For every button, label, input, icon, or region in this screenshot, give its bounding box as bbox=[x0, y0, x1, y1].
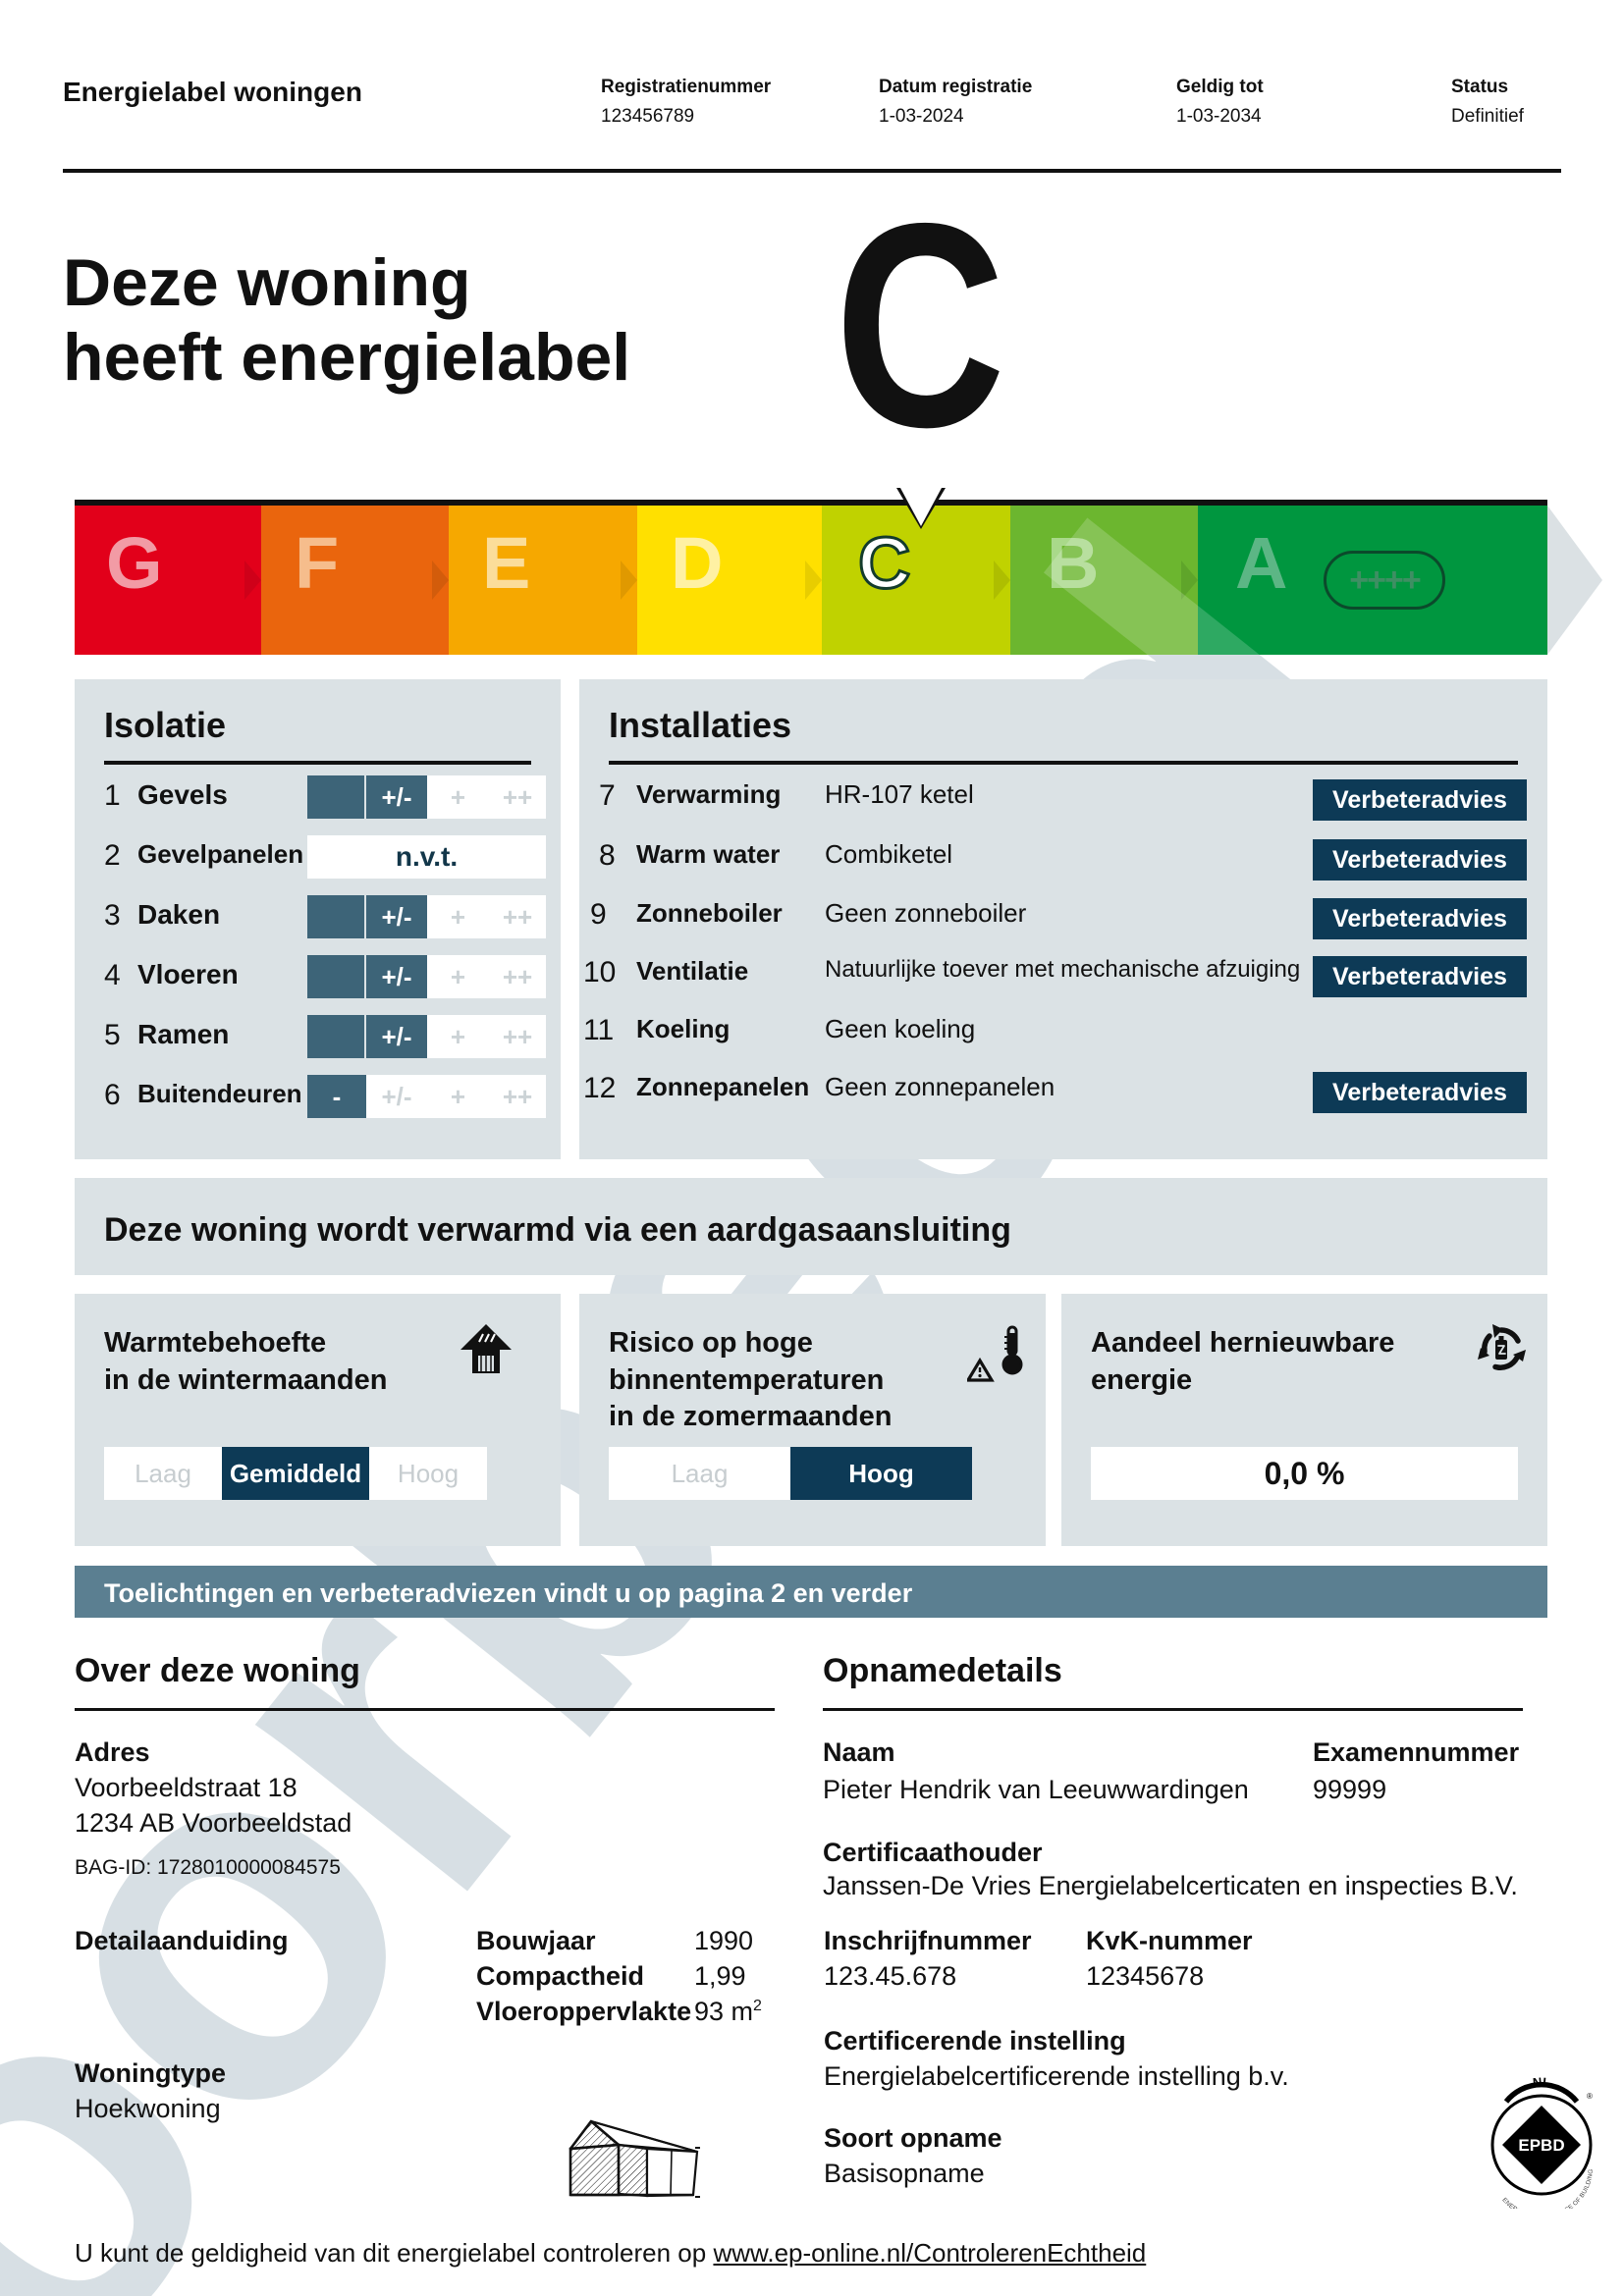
svg-text:®: ® bbox=[1587, 2092, 1593, 2101]
svg-text:EPBD: EPBD bbox=[1518, 2136, 1564, 2155]
svg-text:NL: NL bbox=[1532, 2074, 1551, 2090]
